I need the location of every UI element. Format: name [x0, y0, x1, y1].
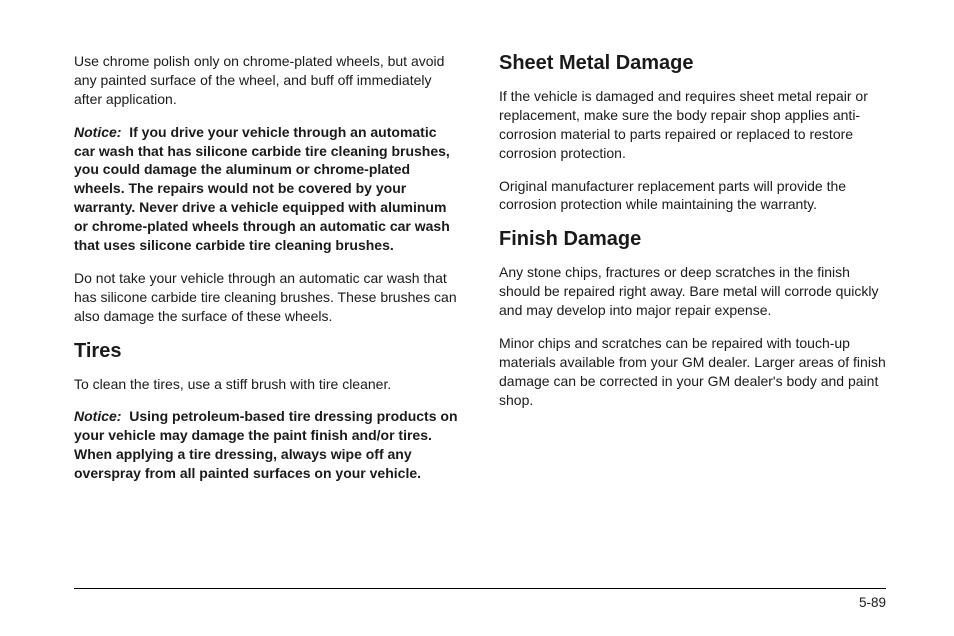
body-paragraph: To clean the tires, use a stiff brush wi… — [74, 375, 461, 394]
body-paragraph: If the vehicle is damaged and requires s… — [499, 87, 886, 163]
heading-finish-damage: Finish Damage — [499, 228, 886, 251]
page-footer: 5-89 — [74, 588, 886, 610]
footer-rule — [74, 588, 886, 589]
page: Use chrome polish only on chrome-plated … — [0, 0, 954, 636]
columns-container: Use chrome polish only on chrome-plated … — [74, 52, 886, 497]
notice-body: Using petroleum-based tire dressing prod… — [74, 408, 458, 481]
notice-label: Notice: — [74, 124, 121, 140]
heading-tires: Tires — [74, 340, 461, 363]
page-number: 5-89 — [74, 595, 886, 610]
body-paragraph: Original manufacturer replacement parts … — [499, 177, 886, 215]
notice-paragraph: Notice: If you drive your vehicle throug… — [74, 123, 461, 255]
heading-sheet-metal-damage: Sheet Metal Damage — [499, 52, 886, 75]
notice-body: If you drive your vehicle through an aut… — [74, 124, 450, 253]
body-paragraph: Do not take your vehicle through an auto… — [74, 269, 461, 326]
left-column: Use chrome polish only on chrome-plated … — [74, 52, 461, 497]
notice-paragraph: Notice: Using petroleum-based tire dress… — [74, 407, 461, 483]
right-column: Sheet Metal Damage If the vehicle is dam… — [499, 52, 886, 497]
body-paragraph: Any stone chips, fractures or deep scrat… — [499, 263, 886, 320]
body-paragraph: Minor chips and scratches can be repaire… — [499, 334, 886, 410]
body-paragraph: Use chrome polish only on chrome-plated … — [74, 52, 461, 109]
notice-label: Notice: — [74, 408, 121, 424]
